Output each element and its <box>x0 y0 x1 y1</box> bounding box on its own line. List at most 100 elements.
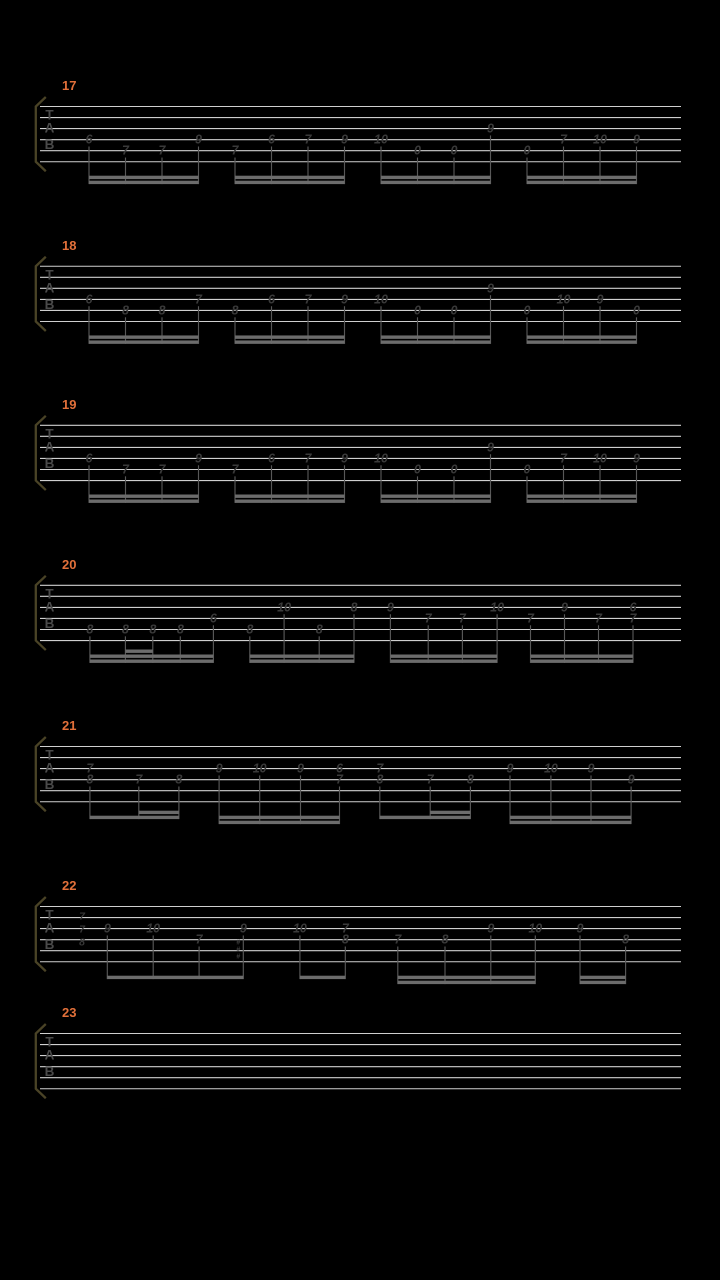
svg-text:9: 9 <box>628 773 635 787</box>
svg-text:A: A <box>45 439 55 454</box>
svg-text:A: A <box>45 280 55 295</box>
svg-text:9: 9 <box>195 133 202 147</box>
svg-text:10: 10 <box>557 292 571 306</box>
svg-text:0: 0 <box>524 463 531 477</box>
svg-text:7: 7 <box>427 773 435 787</box>
svg-text:7: 7 <box>459 611 467 625</box>
svg-text:8: 8 <box>316 623 323 637</box>
svg-text:6: 6 <box>86 133 94 147</box>
svg-text:19: 19 <box>62 397 76 412</box>
svg-text:9: 9 <box>577 922 584 936</box>
svg-text:6: 6 <box>268 292 276 306</box>
svg-text:A: A <box>45 121 55 136</box>
svg-text:10: 10 <box>253 762 267 776</box>
svg-text:18: 18 <box>62 238 76 253</box>
svg-text:8: 8 <box>122 303 129 317</box>
svg-text:7: 7 <box>336 773 344 787</box>
svg-text:8: 8 <box>175 773 182 787</box>
svg-text:A: A <box>45 1048 55 1063</box>
svg-text:A: A <box>45 761 55 776</box>
svg-text:A: A <box>45 921 55 936</box>
svg-text:8: 8 <box>467 773 474 787</box>
svg-text:7: 7 <box>159 144 167 158</box>
svg-text:8: 8 <box>86 623 93 637</box>
svg-text:10: 10 <box>490 600 504 614</box>
svg-text:8: 8 <box>246 623 253 637</box>
svg-text:7: 7 <box>232 144 240 158</box>
svg-text:8: 8 <box>86 773 93 787</box>
svg-text:7: 7 <box>135 773 143 787</box>
svg-text:7: 7 <box>305 292 313 306</box>
svg-text:B: B <box>45 616 55 631</box>
svg-text:10: 10 <box>544 762 558 776</box>
svg-text:8: 8 <box>159 303 166 317</box>
svg-text:6: 6 <box>86 292 94 306</box>
svg-text:20: 20 <box>62 557 76 572</box>
svg-text:10: 10 <box>277 600 291 614</box>
svg-text:10: 10 <box>593 133 607 147</box>
svg-text:0: 0 <box>414 303 421 317</box>
svg-text:7: 7 <box>232 463 240 477</box>
svg-text:A: A <box>45 599 55 614</box>
svg-text:#: # <box>236 947 240 954</box>
svg-text:8: 8 <box>376 773 383 787</box>
svg-text:10: 10 <box>374 292 388 306</box>
svg-text:7: 7 <box>195 292 203 306</box>
svg-text:9: 9 <box>633 451 640 465</box>
svg-text:10: 10 <box>374 133 388 147</box>
svg-text:9: 9 <box>588 762 595 776</box>
svg-text:9: 9 <box>487 122 494 136</box>
svg-text:8: 8 <box>351 600 358 614</box>
svg-text:23: 23 <box>62 1005 76 1020</box>
svg-text:10: 10 <box>146 922 160 936</box>
svg-text:9: 9 <box>633 133 640 147</box>
svg-text:7: 7 <box>394 933 402 947</box>
svg-text:7: 7 <box>630 611 638 625</box>
svg-text:22: 22 <box>62 878 76 893</box>
svg-text:9: 9 <box>195 451 202 465</box>
svg-text:#: # <box>236 954 240 961</box>
svg-text:9: 9 <box>341 292 348 306</box>
svg-text:7: 7 <box>305 451 313 465</box>
svg-text:7: 7 <box>122 144 130 158</box>
svg-text:7: 7 <box>560 133 568 147</box>
svg-text:0: 0 <box>451 303 458 317</box>
svg-text:9: 9 <box>507 762 514 776</box>
svg-text:7: 7 <box>122 463 130 477</box>
svg-text:10: 10 <box>374 451 388 465</box>
svg-text:7: 7 <box>425 611 433 625</box>
svg-text:6: 6 <box>210 611 218 625</box>
svg-text:9: 9 <box>561 600 568 614</box>
svg-text:8: 8 <box>122 623 129 637</box>
svg-text:B: B <box>45 456 55 471</box>
svg-text:7: 7 <box>527 611 535 625</box>
svg-text:10: 10 <box>293 922 307 936</box>
svg-text:9: 9 <box>297 762 304 776</box>
svg-text:9: 9 <box>387 600 394 614</box>
svg-text:8: 8 <box>232 303 239 317</box>
svg-text:10: 10 <box>528 922 542 936</box>
svg-text:9: 9 <box>597 292 604 306</box>
svg-text:6: 6 <box>268 451 276 465</box>
svg-text:B: B <box>45 777 55 792</box>
svg-text:7: 7 <box>595 611 603 625</box>
svg-text:B: B <box>45 137 55 152</box>
svg-text:9: 9 <box>487 922 494 936</box>
svg-text:21: 21 <box>62 718 76 733</box>
svg-text:6: 6 <box>268 133 276 147</box>
svg-text:9: 9 <box>341 451 348 465</box>
svg-text:8: 8 <box>79 937 85 949</box>
svg-text:8: 8 <box>342 933 349 947</box>
svg-text:0: 0 <box>524 144 531 158</box>
svg-text:B: B <box>45 297 55 312</box>
svg-text:0: 0 <box>414 144 421 158</box>
svg-text:9: 9 <box>487 281 494 295</box>
svg-text:7: 7 <box>159 463 167 477</box>
svg-text:B: B <box>45 1064 55 1079</box>
svg-text:0: 0 <box>414 463 421 477</box>
svg-text:0: 0 <box>451 144 458 158</box>
svg-text:7: 7 <box>196 933 204 947</box>
svg-text:8: 8 <box>442 933 449 947</box>
svg-text:7: 7 <box>305 133 313 147</box>
svg-text:#: # <box>236 940 240 947</box>
